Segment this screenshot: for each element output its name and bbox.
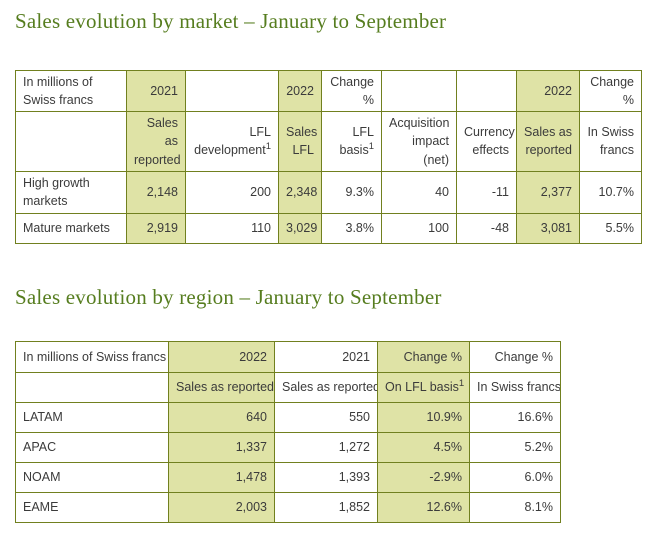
table-row: LATAM 640 550 10.9% 16.6% bbox=[15, 401, 561, 433]
region-subheader-row: Sales as reported Sales as reported On L… bbox=[15, 371, 561, 403]
region-change-pct-lfl-header: Change % bbox=[377, 340, 470, 373]
cell-sales-2022: 2,377 bbox=[516, 170, 580, 214]
row-label: Mature markets bbox=[15, 212, 127, 244]
cell-chf-pct: 6.0% bbox=[469, 461, 561, 493]
cell-lfl-pct: -2.9% bbox=[377, 461, 470, 493]
market-sub-sales-reported-2022: Sales as reported bbox=[516, 111, 580, 172]
region-year-2021-header: 2021 bbox=[274, 340, 378, 373]
row-label: NOAM bbox=[15, 461, 169, 493]
market-sub-lfl-development: LFL development1 bbox=[185, 111, 279, 172]
subheader-text: On LFL basis bbox=[385, 380, 459, 395]
market-sub-sales-reported-2021: Sales as reported bbox=[126, 111, 186, 172]
cell-sales-2021: 2,919 bbox=[126, 212, 186, 244]
region-section-title: Sales evolution by region – January to S… bbox=[15, 284, 442, 309]
row-label: EAME bbox=[15, 491, 169, 523]
market-sub-currency-effects: Currency effects bbox=[456, 111, 517, 172]
cell-lfl-development: 200 bbox=[185, 170, 279, 214]
table-row: APAC 1,337 1,272 4.5% 5.2% bbox=[15, 431, 561, 463]
cell-sales-2021: 2,148 bbox=[126, 170, 186, 214]
cell-chf-pct: 5.2% bbox=[469, 431, 561, 463]
market-year-header-row: In millions of Swiss francs 2021 2022 Ch… bbox=[15, 69, 642, 113]
market-empty-header-3 bbox=[456, 69, 517, 113]
region-change-pct-chf-header: Change % bbox=[469, 340, 561, 373]
cell-lfl-basis-pct: 3.8% bbox=[321, 212, 382, 244]
market-sub-sales-lfl: Sales LFL bbox=[278, 111, 322, 172]
region-year-header-row: In millions of Swiss francs 2022 2021 Ch… bbox=[15, 340, 561, 373]
market-year-2022-reported-header: 2022 bbox=[516, 69, 580, 113]
cell-sales-lfl: 3,029 bbox=[278, 212, 322, 244]
footnote-marker: 1 bbox=[265, 141, 271, 153]
table-row: High growth markets 2,148 200 2,348 9.3%… bbox=[15, 170, 642, 214]
region-corner-label: In millions of Swiss francs bbox=[15, 340, 169, 373]
market-sub-lfl-basis: LFL basis1 bbox=[321, 111, 382, 172]
cell-chf-pct: 10.7% bbox=[579, 170, 642, 214]
cell-sales-lfl: 2,348 bbox=[278, 170, 322, 214]
cell-lfl-development: 110 bbox=[185, 212, 279, 244]
market-sub-acquisition-impact: Acquisition impact (net) bbox=[381, 111, 457, 172]
sales-by-market-table: In millions of Swiss francs 2021 2022 Ch… bbox=[15, 69, 642, 244]
cell-acquisition-impact: 40 bbox=[381, 170, 457, 214]
cell-chf-pct: 16.6% bbox=[469, 401, 561, 433]
cell-sales-2021: 1,852 bbox=[274, 491, 378, 523]
cell-lfl-pct: 10.9% bbox=[377, 401, 470, 433]
cell-lfl-basis-pct: 9.3% bbox=[321, 170, 382, 214]
table-row: NOAM 1,478 1,393 -2.9% 6.0% bbox=[15, 461, 561, 493]
table-row: EAME 2,003 1,852 12.6% 8.1% bbox=[15, 491, 561, 523]
cell-lfl-pct: 12.6% bbox=[377, 491, 470, 523]
cell-sales-2022: 1,337 bbox=[168, 431, 275, 463]
cell-sales-2021: 1,393 bbox=[274, 461, 378, 493]
market-year-2021-header: 2021 bbox=[126, 69, 186, 113]
market-section-title: Sales evolution by market – January to S… bbox=[15, 9, 447, 33]
report-page: Sales evolution by market – January to S… bbox=[15, 9, 642, 523]
cell-chf-pct: 8.1% bbox=[469, 491, 561, 523]
market-change-pct-lfl-header: Change % bbox=[321, 69, 382, 113]
subheader-text: LFL development bbox=[194, 125, 271, 158]
footnote-marker: 1 bbox=[368, 141, 374, 153]
region-empty-subheader bbox=[15, 371, 169, 403]
cell-acquisition-impact: 100 bbox=[381, 212, 457, 244]
footnote-marker: 1 bbox=[458, 377, 465, 389]
region-sub-on-lfl-basis: On LFL basis1 bbox=[377, 371, 470, 403]
region-sub-in-swiss-francs: In Swiss francs bbox=[469, 371, 561, 403]
market-empty-header-2 bbox=[381, 69, 457, 113]
sales-by-region-table: In millions of Swiss francs 2022 2021 Ch… bbox=[15, 340, 561, 523]
cell-sales-2022: 640 bbox=[168, 401, 275, 433]
market-year-2022-lfl-header: 2022 bbox=[278, 69, 322, 113]
region-sub-sales-reported-2022: Sales as reported bbox=[168, 371, 275, 403]
row-label: LATAM bbox=[15, 401, 169, 433]
cell-sales-2022: 2,003 bbox=[168, 491, 275, 523]
market-empty-subheader bbox=[15, 111, 127, 172]
row-label: APAC bbox=[15, 431, 169, 463]
cell-sales-2022: 1,478 bbox=[168, 461, 275, 493]
market-change-pct-chf-header: Change % bbox=[579, 69, 642, 113]
cell-currency-effects: -11 bbox=[456, 170, 517, 214]
cell-chf-pct: 5.5% bbox=[579, 212, 642, 244]
row-label: High growth markets bbox=[15, 170, 127, 214]
region-year-2022-header: 2022 bbox=[168, 340, 275, 373]
table-row: Mature markets 2,919 110 3,029 3.8% 100 … bbox=[15, 212, 642, 244]
market-corner-label: In millions of Swiss francs bbox=[15, 69, 127, 113]
market-sub-in-swiss-francs: In Swiss francs bbox=[579, 111, 642, 172]
cell-sales-2021: 550 bbox=[274, 401, 378, 433]
cell-currency-effects: -48 bbox=[456, 212, 517, 244]
subheader-text: LFL basis bbox=[339, 125, 374, 158]
cell-lfl-pct: 4.5% bbox=[377, 431, 470, 463]
market-empty-header-1 bbox=[185, 69, 279, 113]
market-subheader-row: Sales as reported LFL development1 Sales… bbox=[15, 111, 642, 172]
cell-sales-2022: 3,081 bbox=[516, 212, 580, 244]
region-sub-sales-reported-2021: Sales as reported bbox=[274, 371, 378, 403]
cell-sales-2021: 1,272 bbox=[274, 431, 378, 463]
